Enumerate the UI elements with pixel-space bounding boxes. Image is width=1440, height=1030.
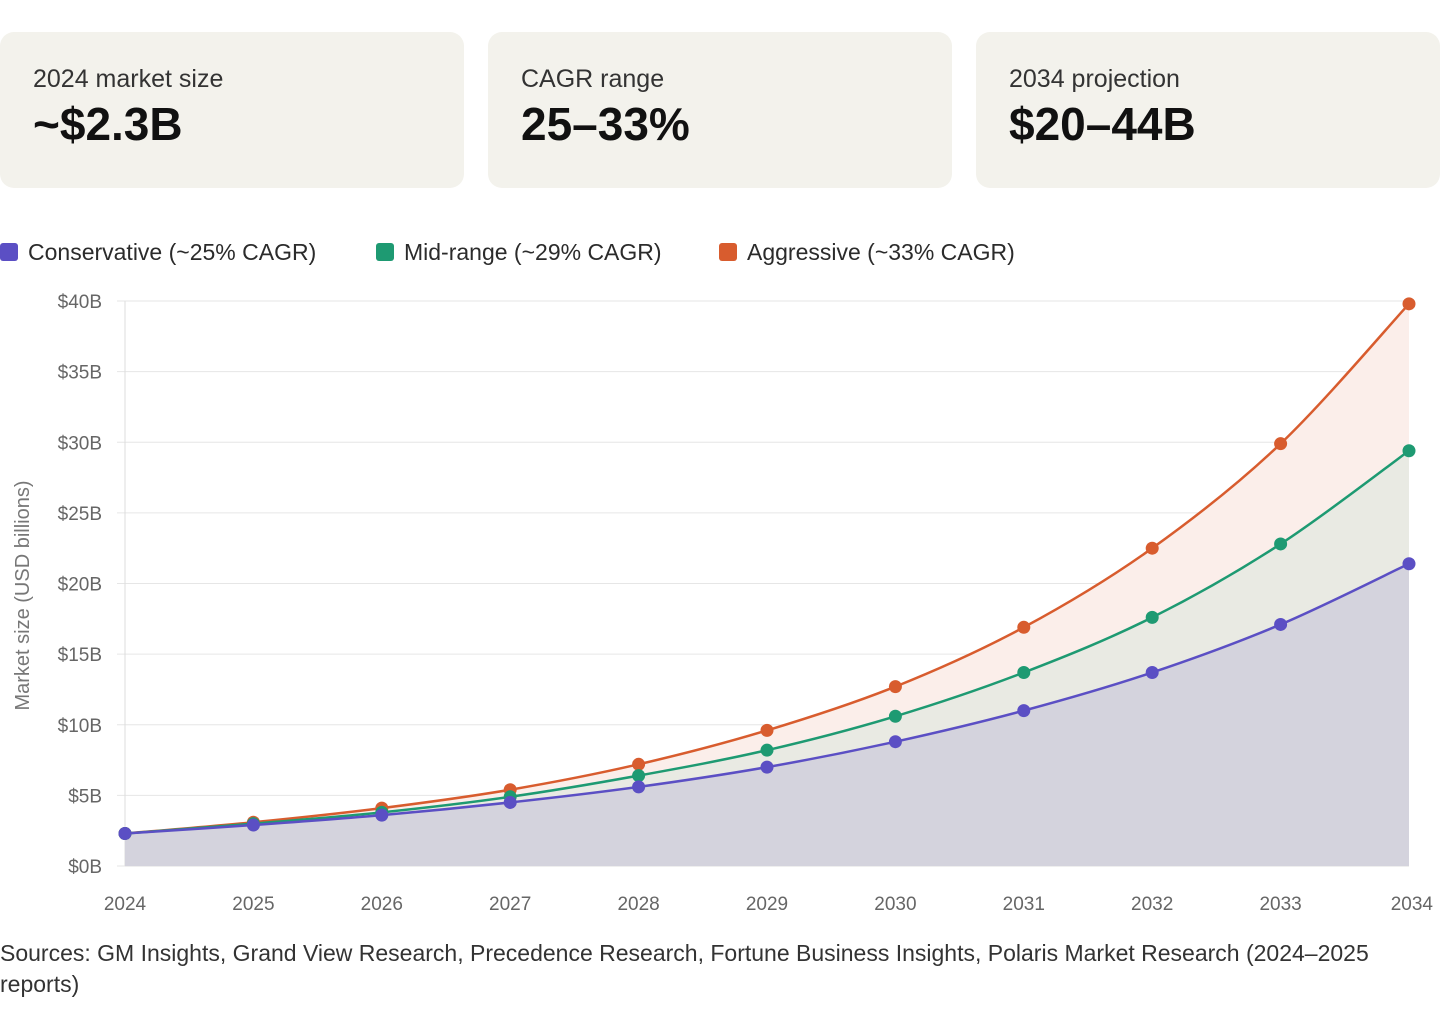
stat-value: 25–33% [521, 98, 690, 150]
stat-label: 2024 market size [33, 65, 224, 93]
data-point [246, 818, 260, 832]
y-tick-label: $20B [58, 575, 102, 596]
x-tick-label: 2026 [361, 894, 403, 915]
series-area-fill [125, 563, 1409, 866]
stat-cards: 2024 market size ~$2.3B CAGR range 25–33… [0, 32, 1440, 188]
data-point [888, 709, 902, 723]
data-point [1145, 541, 1159, 555]
data-point [1274, 437, 1288, 451]
legend-item-mid-range[interactable]: Mid-range (~29% CAGR) [376, 236, 662, 268]
y-tick-label: $15B [58, 645, 102, 666]
data-point [1145, 610, 1159, 624]
data-point [888, 735, 902, 749]
x-tick-label: 2032 [1131, 894, 1173, 915]
y-tick-label: $0B [68, 857, 102, 878]
data-point [888, 680, 902, 694]
data-point [1017, 620, 1031, 634]
stat-label: CAGR range [521, 65, 665, 93]
y-tick-label: $25B [58, 504, 102, 525]
data-point [760, 723, 774, 737]
data-point [632, 769, 646, 783]
x-tick-label: 2033 [1259, 894, 1301, 915]
stat-card-cagr-range: CAGR range 25–33% [488, 32, 952, 188]
data-point [760, 760, 774, 774]
series-line [124, 302, 1410, 835]
x-tick-label: 2025 [232, 894, 274, 915]
data-point [1017, 704, 1031, 718]
market-size-chart: $0B $5B $10B $15B $20B $25B $30B $35B $40B 2024 20… [12, 292, 1434, 915]
legend-label: Conservative (~25% CAGR) [28, 238, 317, 265]
data-point [1274, 537, 1288, 551]
stat-card-2034-projection: 2034 projection $20–44B [976, 32, 1440, 188]
stat-card-market-size: 2024 market size ~$2.3B [0, 32, 464, 188]
x-tick-label: 2029 [746, 894, 788, 915]
data-point [1402, 557, 1416, 571]
legend-swatch [0, 243, 18, 261]
legend-item-conservative[interactable]: Conservative (~25% CAGR) [0, 236, 316, 268]
data-point [760, 743, 774, 757]
sources-note: Sources: GM Insights, Grand View Researc… [0, 940, 1369, 997]
data-point [1017, 665, 1031, 679]
data-point [375, 808, 389, 822]
x-tick-label: 2028 [617, 894, 659, 915]
data-point [118, 827, 132, 841]
x-tick-label: 2024 [104, 894, 147, 915]
x-tick-label: 2030 [874, 894, 916, 915]
data-point [1145, 665, 1159, 679]
legend-swatch [719, 243, 737, 261]
data-point [1402, 297, 1416, 311]
y-tick-label: $35B [58, 363, 102, 384]
stat-label: 2034 projection [1009, 65, 1180, 93]
x-tick-label: 2034 [1391, 894, 1434, 915]
legend-item-aggressive[interactable]: Aggressive (~33% CAGR) [719, 236, 1015, 268]
y-tick-label: $40B [58, 292, 102, 313]
legend-swatch [376, 243, 394, 261]
data-point [1274, 617, 1288, 631]
stat-value: $20–44B [1009, 98, 1196, 150]
data-point [632, 757, 646, 771]
x-tick-label: 2027 [489, 894, 531, 915]
stat-value: ~$2.3B [33, 98, 183, 150]
legend-label: Mid-range (~29% CAGR) [404, 238, 662, 265]
x-tick-label: 2031 [1003, 894, 1045, 915]
y-axis-title: Market size (USD billions) [12, 480, 34, 710]
y-tick-label: $10B [58, 716, 102, 737]
data-point [632, 780, 646, 794]
data-point [503, 795, 517, 809]
y-tick-label: $30B [58, 433, 102, 454]
y-tick-label: $5B [68, 786, 102, 807]
data-point [1402, 444, 1416, 458]
legend-label: Aggressive (~33% CAGR) [747, 238, 1015, 265]
